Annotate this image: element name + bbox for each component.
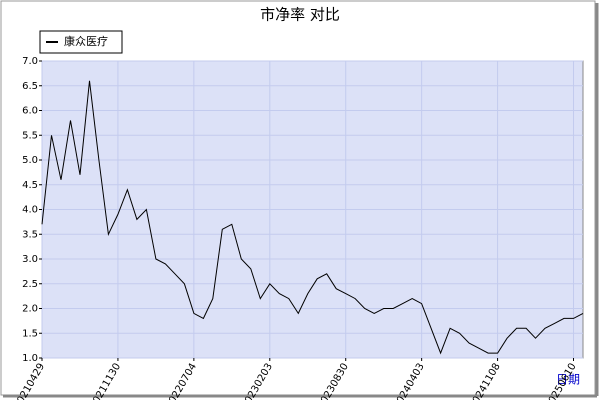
y-tick-label: 3.0 bbox=[22, 254, 38, 265]
y-tick-label: 1.5 bbox=[22, 328, 38, 339]
y-tick-label: 2.5 bbox=[22, 279, 38, 290]
y-tick-label: 6.0 bbox=[22, 106, 38, 117]
x-axis-label: 日期 bbox=[556, 373, 580, 387]
series-line bbox=[41, 80, 584, 355]
legend-box bbox=[39, 30, 123, 54]
y-tick-label: 2.0 bbox=[22, 304, 38, 315]
y-tick-label: 6.5 bbox=[22, 81, 38, 92]
y-tick-label: 5.5 bbox=[22, 130, 38, 141]
chart-title: 市净率 对比 bbox=[260, 6, 340, 24]
legend-label: 康众医疗 bbox=[64, 34, 108, 48]
y-tick-label: 3.5 bbox=[22, 229, 38, 240]
y-tick-label: 1.0 bbox=[22, 353, 38, 364]
y-tick-label: 4.5 bbox=[22, 180, 38, 191]
legend: 康众医疗 bbox=[39, 30, 123, 54]
y-tick-label: 7.0 bbox=[22, 56, 38, 67]
y-tick-label: 4.0 bbox=[22, 205, 38, 216]
y-tick-label: 5.0 bbox=[22, 155, 38, 166]
